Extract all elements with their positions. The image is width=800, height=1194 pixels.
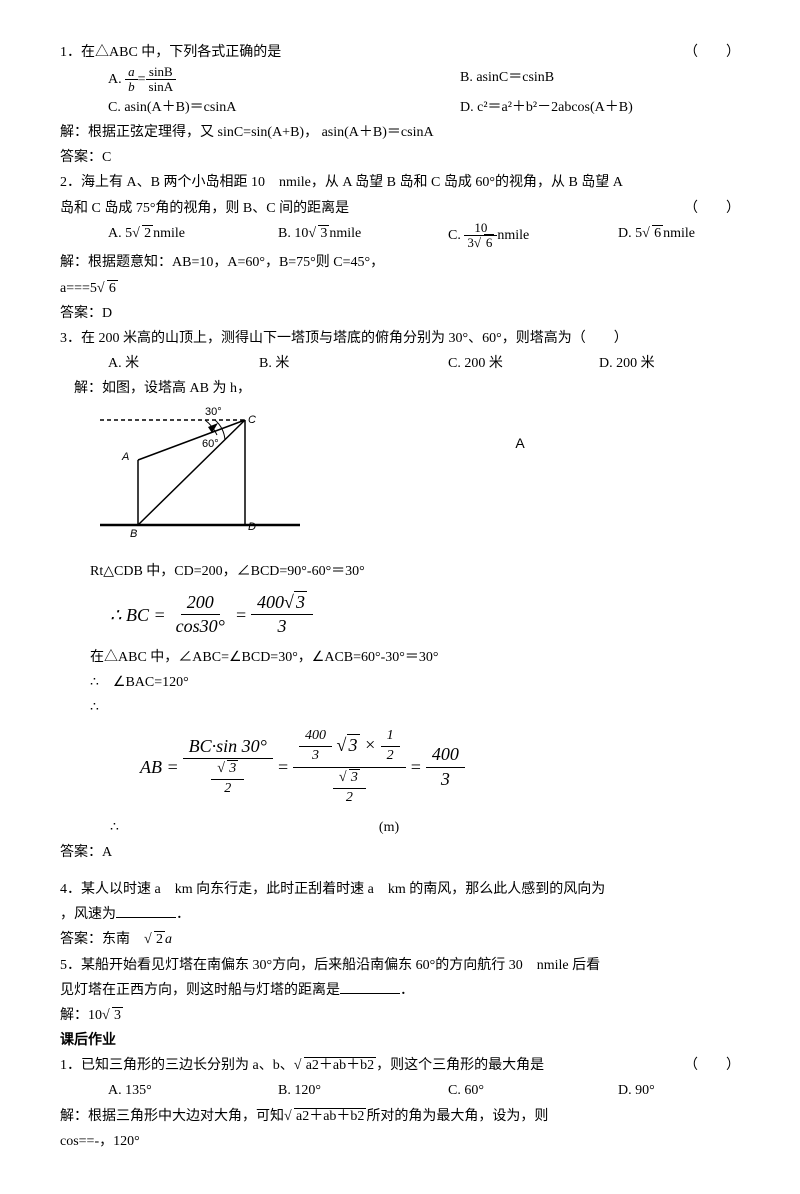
- q3-labelB: B: [130, 528, 137, 540]
- q1-optA: A. a b = sinB sinA: [60, 65, 176, 95]
- q3-sol-intro: 解：如图，设塔高 AB 为 h，: [60, 376, 740, 401]
- q1-paren: （ ）: [684, 40, 740, 65]
- q1-options-row2: C. asin(A＋B)＝csinA D. c²＝a²＋b²－2abcos(A＋…: [60, 95, 740, 120]
- q3-C: C. 200 米: [400, 351, 589, 376]
- q2-D: D. 56nmile: [570, 221, 740, 251]
- q5-stem2: 见灯塔在正西方向，则这时船与灯塔的距离是．: [60, 978, 740, 1003]
- hw-title: 课后作业: [60, 1028, 740, 1053]
- q3-options: A. 米 B. 米 C. 200 米 D. 200 米: [60, 351, 740, 376]
- q3-abc-line: 在△ABC 中，∠ABC=∠BCD=30°，∠ACB=60°-30°＝30°: [60, 645, 740, 670]
- q2-sol1: 解：根据题意知：AB=10，A=60°，B=75°则 C=45°，: [60, 250, 740, 275]
- q3-svg: 30° 60° A B C D: [100, 405, 300, 545]
- q3-bac-line: ∴ ∠BAC=120°: [60, 670, 740, 695]
- hw1-stem: 1．已知三角形的三边长分别为 a、b、a2＋ab＋b2，则这个三角形的最大角是: [60, 1053, 544, 1078]
- q5-sol: 解：103: [60, 1003, 740, 1028]
- q2-stem2-row: 岛和 C 岛成 75°角的视角，则 B、C 间的距离是 （ ）: [60, 196, 740, 221]
- hw1-C: C. 60°: [400, 1078, 570, 1103]
- q3-D: D. 200 米: [589, 351, 740, 376]
- hw1-paren: （ ）: [684, 1053, 740, 1078]
- q4-ans: 答案：东南 2a: [60, 927, 740, 952]
- hw1-B: B. 120°: [230, 1078, 400, 1103]
- q1-text: 1．在△ABC 中，下列各式正确的是: [60, 40, 281, 65]
- q2-options: A. 52nmile B. 103nmile C. 1036nmile D. 5…: [60, 221, 740, 251]
- q4-blank: [116, 903, 176, 918]
- q3-therefore: ∴: [60, 695, 740, 720]
- q4-stem2: ，风速为．: [60, 902, 740, 927]
- q2-C: C. 1036nmile: [400, 221, 570, 251]
- q2-B: B. 103nmile: [230, 221, 400, 251]
- q3-B: B. 米: [249, 351, 400, 376]
- q2-ans: 答案：D: [60, 301, 740, 326]
- q1-fracA: a b: [125, 65, 138, 95]
- q1-options-row1: A. a b = sinB sinA B. asinC＝csinB: [60, 65, 740, 95]
- q1-optD: D. c²＝a²＋b²－2abcos(A＋B): [460, 95, 740, 120]
- q1-optC: C. asin(A＋B)＝csinA: [60, 95, 236, 120]
- floating-A: A: [300, 401, 740, 456]
- q2-stem1: 2．海上有 A、B 两个小岛相距 10 nmile，从 A 岛望 B 岛和 C …: [60, 170, 740, 195]
- q5-blank: [340, 979, 400, 994]
- q3-figure: 30° 60° A B C D: [100, 405, 300, 555]
- hw1-options: A. 135° B. 120° C. 60° D. 90°: [60, 1078, 740, 1103]
- q2-stem2: 岛和 C 岛成 75°角的视角，则 B、C 间的距离是: [60, 196, 349, 221]
- q3-ang30: 30°: [205, 406, 222, 418]
- q2-paren: （ ）: [684, 196, 740, 221]
- q2-sol2: a===56: [60, 276, 740, 301]
- q5-stem1: 5．某船开始看见灯塔在南偏东 30°方向，后来船沿南偏东 60°的方向航行 30…: [60, 953, 740, 978]
- q3-labelC: C: [248, 414, 256, 426]
- q1-stem: 1．在△ABC 中，下列各式正确的是 （ ）: [60, 40, 740, 65]
- hw1-stem-row: 1．已知三角形的三边长分别为 a、b、a2＋ab＋b2，则这个三角形的最大角是 …: [60, 1053, 740, 1078]
- q3-labelD: D: [248, 521, 256, 533]
- q3-A: A. 米: [60, 351, 249, 376]
- q3-stem: 3．在 200 米高的山顶上，测得山下一塔顶与塔底的俯角分别为 30°、60°，…: [60, 326, 740, 351]
- hw1-sol3: cos==-，120°: [60, 1129, 740, 1154]
- q3-ab-eq: AB = BC·sin 30° 32 = 4003 3 × 12 32 = 40…: [60, 726, 740, 808]
- q3-unit-row: ∴(m): [60, 815, 740, 840]
- q3-labelA: A: [121, 451, 129, 463]
- hw1-sol: 解：根据三角形中大边对大角，可知a2＋ab＋b2所对的角为最大角，设为，则: [60, 1104, 740, 1129]
- q1-sol: 解：根据正弦定理得，又 sinC=sin(A+B)， asin(A＋B)＝csi…: [60, 120, 740, 145]
- q2-A: A. 52nmile: [60, 221, 230, 251]
- q3-rt-line: Rt△CDB 中，CD=200，∠BCD=90°-60°＝30°: [60, 559, 740, 584]
- q3-bc-eq: ∴ BC = 200cos30° = 40033: [60, 591, 740, 639]
- q3-ang60: 60°: [202, 438, 219, 450]
- q4-stem: 4．某人以时速 a km 向东行走，此时正刮着时速 a km 的南风，那么此人感…: [60, 877, 740, 902]
- hw1-D: D. 90°: [570, 1078, 740, 1103]
- q1-optB: B. asinC＝csinB: [460, 65, 740, 95]
- hw1-A: A. 135°: [60, 1078, 230, 1103]
- q1-ans: 答案：C: [60, 145, 740, 170]
- q3-ans: 答案：A: [60, 840, 740, 865]
